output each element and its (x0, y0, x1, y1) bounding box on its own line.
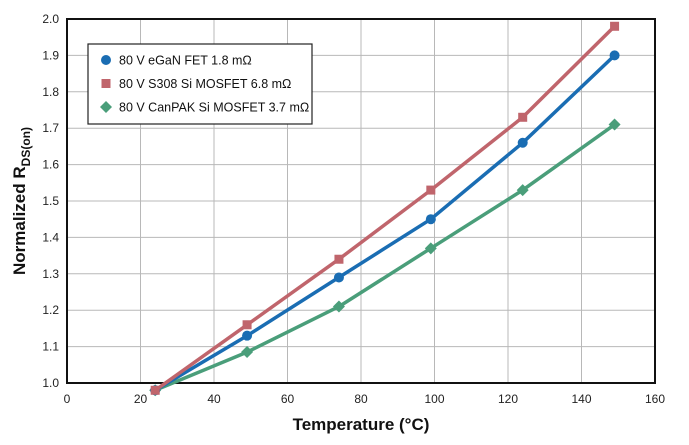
legend-box (87, 43, 313, 125)
series-square (150, 21, 620, 395)
y-tick-label: 1.5 (42, 194, 59, 208)
data-point (150, 385, 160, 395)
legend: 80 V eGaN FET 1.8 mΩ 80 V S308 Si MOSFET … (87, 43, 313, 125)
data-point (333, 272, 344, 283)
legend-marker (101, 55, 111, 65)
series-line (154, 54, 616, 392)
plot-area-frame (66, 18, 656, 384)
y-tick-label: 1.8 (42, 85, 59, 99)
legend-label: 80 V S308 Si MOSFET 6.8 mΩ (119, 77, 291, 91)
x-tick-labels: 0 20 40 60 80 100 120 140 160 (64, 392, 666, 406)
data-point (608, 118, 621, 131)
series-diamond (149, 118, 621, 397)
y-tick-label: 1.0 (42, 376, 59, 390)
y-tick-label: 1.6 (42, 158, 59, 172)
x-axis-title: Temperature (°C) (293, 415, 430, 434)
data-point (334, 254, 344, 264)
data-point (609, 50, 620, 61)
y-tick-label: 1.1 (42, 340, 59, 354)
y-tick-label: 1.7 (42, 121, 59, 135)
y-tick-label: 1.3 (42, 267, 59, 281)
y-axis-title: Normalized RDS(on) (10, 127, 33, 275)
legend-label: 80 V CanPAK Si MOSFET 3.7 mΩ (119, 101, 309, 115)
data-point (426, 185, 436, 195)
data-point (425, 214, 436, 225)
y-tick-label: 1.9 (42, 48, 59, 62)
y-tick-label: 1.4 (42, 230, 59, 244)
series-line (154, 25, 616, 392)
y-tick-label: 2.0 (42, 12, 59, 26)
data-point (424, 242, 437, 255)
y-axis-title-subscript: DS(on) (19, 127, 33, 166)
x-tick-label: 100 (424, 392, 444, 406)
legend-marker (100, 101, 112, 113)
x-tick-label: 120 (498, 392, 518, 406)
data-point (242, 320, 252, 330)
legend-label: 80 V eGaN FET 1.8 mΩ (119, 54, 252, 68)
data-point (516, 184, 529, 197)
data-point (332, 300, 345, 313)
data-point (517, 137, 528, 148)
x-tick-label: 40 (207, 392, 221, 406)
x-tick-label: 20 (134, 392, 148, 406)
y-axis-title-main: Normalized R (10, 166, 29, 275)
x-tick-label: 80 (354, 392, 368, 406)
x-tick-label: 160 (645, 392, 665, 406)
series-layer (149, 21, 621, 397)
x-tick-label: 0 (64, 392, 71, 406)
data-point (242, 330, 253, 341)
y-tick-labels: 1.0 1.1 1.2 1.3 1.4 1.5 1.6 1.7 1.8 1.9 2.0 (42, 12, 59, 390)
x-tick-label: 140 (571, 392, 591, 406)
data-point (610, 21, 620, 31)
data-point (518, 112, 528, 122)
data-point (241, 346, 254, 359)
y-tick-label: 1.2 (42, 303, 59, 317)
legend-marker (101, 79, 111, 88)
x-tick-label: 60 (281, 392, 295, 406)
grid (66, 18, 656, 384)
series-line (154, 123, 616, 392)
